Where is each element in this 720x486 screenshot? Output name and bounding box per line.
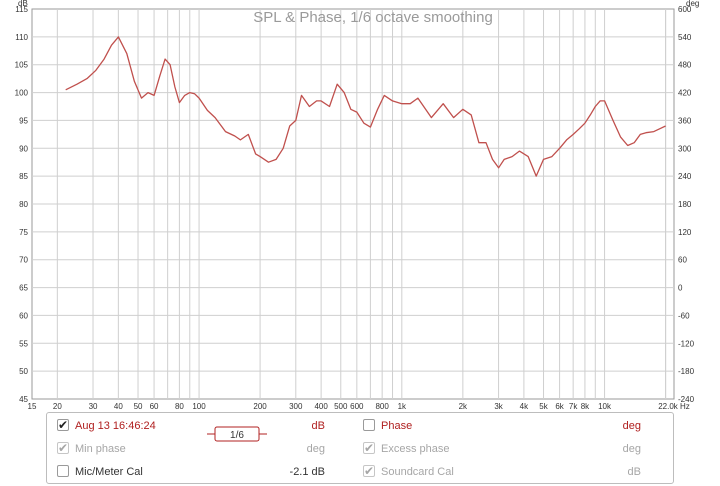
x-tick-label: 22.0k Hz	[658, 402, 690, 411]
mic-cal-value: -2.1 dB	[289, 466, 325, 478]
phase-checkbox[interactable]	[363, 419, 375, 431]
x-tick-label: 3k	[494, 402, 503, 411]
y-left-tick-label: 100	[15, 89, 29, 98]
y-right-tick-label: 180	[678, 200, 692, 209]
y-left-tick-label: 110	[15, 33, 28, 42]
x-tick-label: 400	[314, 402, 328, 411]
y-right-tick-label: 360	[678, 116, 692, 125]
x-tick-label: 2k	[459, 402, 468, 411]
mic-cal-label: Mic/Meter Cal	[75, 466, 143, 478]
x-tick-label: 10k	[598, 402, 612, 411]
chart-title: SPL & Phase, 1/6 octave smoothing	[253, 9, 493, 26]
x-tick-label: 30	[89, 402, 98, 411]
x-tick-label: 6k	[555, 402, 564, 411]
grid-lines	[32, 9, 674, 399]
x-tick-label: 60	[150, 402, 159, 411]
y-right-tick-label: -120	[678, 339, 695, 348]
x-tick-label: 8k	[581, 402, 590, 411]
x-tick-label: 7k	[569, 402, 578, 411]
x-tick-label: 4k	[520, 402, 529, 411]
y-left-tick-label: 90	[19, 144, 28, 153]
x-tick-label: 20	[53, 402, 62, 411]
soundcard-cal-label: Soundcard Cal	[381, 466, 454, 478]
excess-phase-label: Excess phase	[381, 443, 450, 455]
y-left-axis: 115 110 105 100 95 90 85 80 75 70 65 60 55 50 45	[15, 5, 29, 404]
excess-phase-unit: deg	[622, 443, 641, 455]
legend-row-soundcard-cal: ✔ Soundcard Cal dB	[363, 464, 663, 480]
x-axis: 15 20 30 40 50 60 80 100 200 300 400 500 600 800 1k 2k 3…	[28, 402, 690, 411]
legend-row-measurement: ✔ Aug 13 16:46:24 1/6 dB	[57, 418, 357, 442]
y-right-tick-label: -240	[678, 395, 695, 404]
mic-cal-checkbox[interactable]	[57, 465, 69, 477]
x-tick-label: 1k	[398, 402, 407, 411]
spl-series-line	[65, 36, 666, 177]
series-group	[65, 36, 666, 177]
legend-row-mic-cal: Mic/Meter Cal -2.1 dB	[57, 464, 357, 480]
y-left-tick-label: 105	[15, 61, 29, 70]
soundcard-cal-unit: dB	[627, 466, 641, 478]
smoothing-value: 1/6	[230, 430, 244, 441]
y-right-tick-label: -180	[678, 367, 695, 376]
x-tick-label: 500	[334, 402, 348, 411]
legend-row-min-phase: ✔ Min phase deg	[57, 441, 357, 457]
y-left-tick-label: 65	[19, 284, 28, 293]
phase-label: Phase	[381, 420, 413, 432]
y-left-tick-label: 75	[19, 228, 28, 237]
y-right-unit: deg	[686, 0, 699, 8]
y-right-tick-label: 120	[678, 228, 692, 237]
y-left-unit: dB	[18, 0, 28, 8]
min-phase-label: Min phase	[75, 443, 126, 455]
y-right-tick-label: -60	[678, 311, 690, 320]
x-tick-label: 80	[175, 402, 184, 411]
y-right-tick-label: 540	[678, 33, 692, 42]
y-left-tick-label: 80	[19, 200, 28, 209]
y-right-tick-label: 420	[678, 89, 692, 98]
x-tick-label: 15	[28, 402, 37, 411]
x-tick-label: 600	[350, 402, 364, 411]
smoothing-selector[interactable]: 1/6	[207, 426, 267, 442]
legend-row-phase: Phase deg	[363, 418, 663, 434]
y-right-tick-label: 60	[678, 256, 687, 265]
x-tick-label: 100	[192, 402, 206, 411]
x-tick-label: 200	[253, 402, 267, 411]
y-left-tick-label: 60	[19, 311, 28, 320]
y-left-tick-label: 50	[19, 367, 28, 376]
x-tick-label: 5k	[539, 402, 548, 411]
y-right-tick-label: 480	[678, 61, 692, 70]
excess-phase-checkbox[interactable]: ✔	[363, 441, 375, 455]
y-right-tick-label: 600	[678, 5, 692, 14]
x-tick-label: 300	[289, 402, 303, 411]
y-left-tick-label: 70	[19, 256, 28, 265]
measurement-unit: dB	[311, 420, 325, 432]
legend-row-excess-phase: ✔ Excess phase deg	[363, 441, 663, 457]
legend-panel: ✔ Aug 13 16:46:24 1/6 dB Phase deg ✔ Min…	[46, 412, 674, 484]
y-right-axis: 600540480420360300240180120600-60-120-18…	[678, 5, 695, 404]
y-right-tick-label: 300	[678, 144, 692, 153]
x-tick-label: 40	[114, 402, 123, 411]
min-phase-checkbox[interactable]: ✔	[57, 441, 69, 455]
min-phase-unit: deg	[306, 443, 325, 455]
soundcard-cal-checkbox[interactable]: ✔	[363, 464, 375, 478]
x-tick-label: 800	[375, 402, 389, 411]
y-left-tick-label: 85	[19, 172, 28, 181]
y-left-tick-label: 115	[15, 5, 28, 14]
measurement-checkbox[interactable]: ✔	[57, 418, 69, 432]
x-tick-label: 50	[134, 402, 143, 411]
phase-unit: deg	[622, 420, 641, 432]
y-left-tick-label: 95	[19, 116, 28, 125]
y-left-tick-label: 45	[19, 395, 28, 404]
y-left-tick-label: 55	[19, 339, 28, 348]
measurement-label: Aug 13 16:46:24	[75, 420, 156, 432]
y-right-tick-label: 0	[678, 284, 683, 293]
y-right-tick-label: 240	[678, 172, 692, 181]
